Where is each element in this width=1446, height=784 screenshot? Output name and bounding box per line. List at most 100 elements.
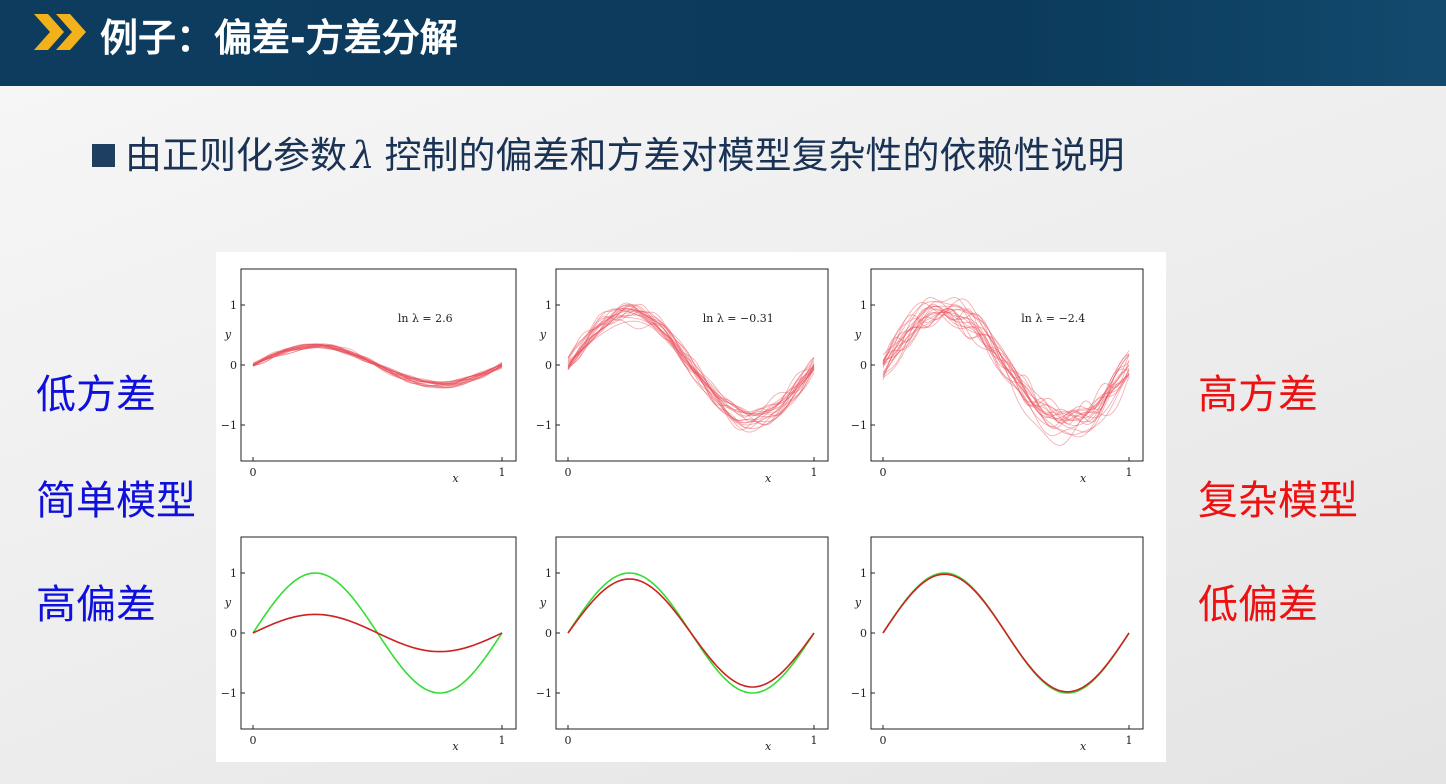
y-tick-label: 1	[860, 299, 867, 312]
label-low-variance: 低方差	[36, 372, 156, 418]
fit-curve	[252, 343, 503, 389]
fit-curve	[882, 298, 1130, 436]
fit-curve	[882, 311, 1130, 421]
x-tick-label: 1	[1126, 734, 1133, 747]
subtitle-text-before: 由正则化参数	[125, 134, 347, 177]
y-axis-label: y	[854, 596, 862, 609]
fit-curve	[567, 309, 815, 424]
average-fit-curve	[567, 578, 815, 688]
fit-curve	[252, 343, 503, 389]
y-tick-label: −1	[851, 419, 867, 432]
y-tick-label: 1	[545, 299, 552, 312]
plot-bottom-left: 1 0 −1 0 1 x y	[221, 536, 517, 753]
plot-frame	[555, 268, 829, 462]
fit-curve	[252, 344, 503, 387]
y-tick-label: 0	[545, 627, 552, 640]
fit-curve	[567, 304, 815, 433]
fit-curve	[252, 344, 503, 385]
lambda-annotation: ln λ = −0.31	[703, 312, 774, 325]
y-tick-label: 0	[860, 627, 867, 640]
lambda-symbol: λ	[351, 134, 375, 177]
fit-curve	[252, 345, 503, 385]
fit-curve	[567, 304, 815, 429]
y-tick-label: 1	[860, 567, 867, 580]
y-tick-label: −1	[536, 687, 552, 700]
fit-curve	[567, 302, 815, 426]
lambda-annotation: ln λ = 2.6	[398, 312, 453, 325]
y-tick-label: −1	[536, 419, 552, 432]
x-axis-label: x	[1080, 740, 1087, 753]
fit-curve	[252, 344, 503, 386]
fit-curve	[567, 307, 815, 416]
fit-curve	[882, 302, 1130, 423]
fit-curve	[252, 345, 503, 384]
fit-curve	[882, 305, 1130, 438]
fit-curve	[567, 305, 815, 429]
x-tick-label: 0	[565, 734, 572, 747]
fit-curve	[252, 345, 503, 389]
fit-curve	[882, 308, 1130, 426]
fit-curve	[252, 347, 503, 384]
plot-frame	[240, 268, 517, 462]
y-axis-label: y	[854, 328, 862, 341]
x-tick-label: 1	[499, 466, 506, 479]
y-tick-label: −1	[221, 419, 237, 432]
fit-curve	[252, 344, 503, 384]
plot-frame	[870, 268, 1144, 462]
plot-frame	[870, 536, 1144, 730]
fit-curve	[252, 346, 503, 383]
fit-curve	[567, 308, 815, 431]
y-tick-label: 1	[230, 299, 237, 312]
fit-curve	[882, 308, 1130, 429]
y-tick-label: 0	[860, 359, 867, 372]
fit-curve	[567, 320, 815, 415]
fit-curve	[252, 343, 503, 385]
fit-curve	[882, 301, 1130, 417]
plot-top-right: 1 0 −1 0 1 x y ln λ = −2.4	[851, 268, 1144, 485]
fit-curve	[882, 312, 1130, 419]
y-tick-label: 0	[545, 359, 552, 372]
slide-title: 例子：偏差-方差分解	[100, 16, 458, 60]
fit-curve	[882, 301, 1130, 446]
fit-curve	[252, 344, 503, 385]
x-tick-label: 1	[499, 734, 506, 747]
figure-panel: 1 0 −1 0 1 x y ln λ = 2.6 1 0 −1 0 1 x y ln λ = −0.31 1 0…	[216, 252, 1166, 762]
x-axis-label: x	[452, 472, 459, 485]
x-tick-label: 0	[565, 466, 572, 479]
y-tick-label: −1	[221, 687, 237, 700]
y-tick-label: 1	[230, 567, 237, 580]
x-tick-label: 0	[880, 466, 887, 479]
y-axis-label: y	[224, 596, 232, 609]
x-tick-label: 0	[250, 466, 257, 479]
fit-curve	[882, 305, 1130, 420]
fit-curve	[567, 303, 815, 418]
label-simple-model: 简单模型	[36, 478, 196, 524]
fit-curve	[567, 310, 815, 413]
label-low-bias: 低偏差	[1198, 582, 1318, 628]
y-tick-label: 0	[230, 359, 237, 372]
fit-curve	[567, 312, 815, 417]
x-axis-label: x	[765, 740, 772, 753]
x-tick-label: 1	[1126, 466, 1133, 479]
subtitle: 由正则化参数 λ 控制的偏差和方差对模型复杂性的依赖性说明	[92, 130, 1124, 182]
x-tick-label: 0	[880, 734, 887, 747]
fit-curve	[882, 308, 1130, 429]
fit-curve	[567, 314, 815, 415]
x-tick-label: 1	[811, 734, 818, 747]
fit-curve	[882, 311, 1130, 428]
label-high-bias: 高偏差	[36, 582, 156, 628]
plot-bottom-middle: 1 0 −1 0 1 x y	[536, 536, 829, 753]
x-axis-label: x	[765, 472, 772, 485]
subtitle-text-after: 控制的偏差和方差对模型复杂性的依赖性说明	[384, 134, 1125, 177]
plots-grid: 1 0 −1 0 1 x y ln λ = 2.6 1 0 −1 0 1 x y ln λ = −0.31 1 0…	[221, 268, 1144, 753]
fit-curve	[252, 347, 503, 383]
fit-curve	[882, 305, 1130, 437]
fit-curve	[882, 308, 1130, 424]
plot-top-left: 1 0 −1 0 1 x y ln λ = 2.6	[221, 268, 517, 485]
fit-curve	[567, 308, 815, 417]
label-complex-model: 复杂模型	[1198, 478, 1358, 524]
plot-bottom-right: 1 0 −1 0 1 x y	[851, 536, 1144, 753]
fit-curve	[882, 308, 1130, 425]
slide-header: 例子：偏差-方差分解	[0, 0, 1446, 86]
square-bullet-icon	[92, 144, 115, 167]
